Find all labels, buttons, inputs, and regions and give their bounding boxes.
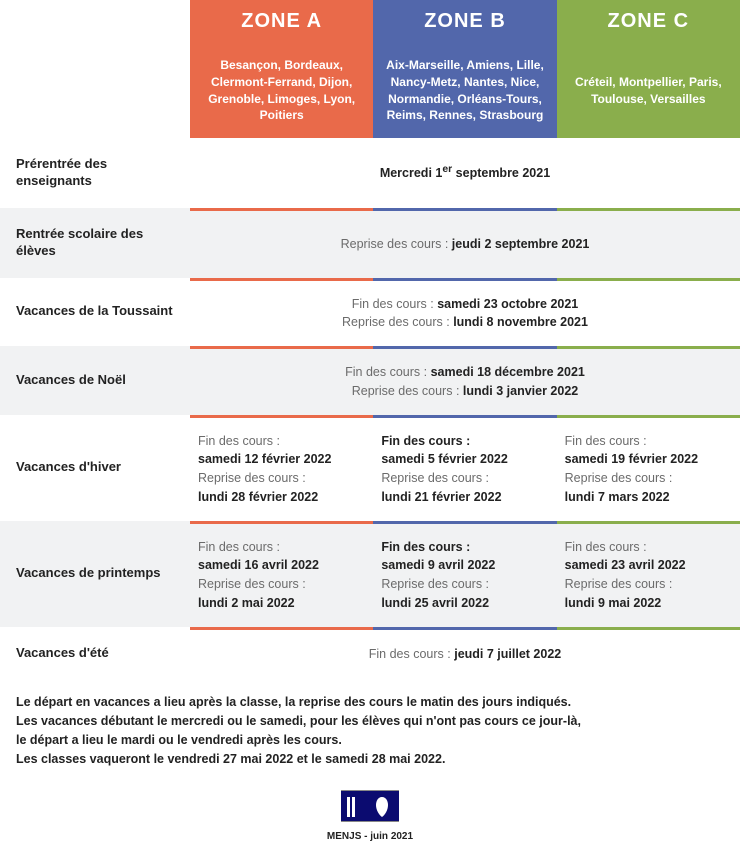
fin-label: Fin des cours : xyxy=(565,434,647,448)
hiver-c-fin: samedi 19 février 2022 xyxy=(565,450,732,469)
reprise-label: Reprise des cours : xyxy=(565,471,673,485)
row-hiver: Vacances d'hiver Fin des cours : samedi … xyxy=(0,415,740,521)
cell-ete: Fin des cours : jeudi 7 juillet 2022 xyxy=(190,627,740,680)
cell-noel: Fin des cours : samedi 18 décembre 2021 … xyxy=(190,346,740,415)
hiver-zone-a: Fin des cours : samedi 12 février 2022 R… xyxy=(190,415,373,521)
fin-label: Fin des cours : xyxy=(198,540,280,554)
zone-b-cities: Aix-Marseille, Amiens, Lille, Nancy-Metz… xyxy=(373,43,556,138)
fin-label: Fin des cours : xyxy=(198,434,280,448)
hiver-b-fin: samedi 5 février 2022 xyxy=(381,450,548,469)
row-ete: Vacances d'été Fin des cours : jeudi 7 j… xyxy=(0,627,740,680)
ete-date: jeudi 7 juillet 2022 xyxy=(454,647,561,661)
footer-text: MENJS - juin 2021 xyxy=(0,831,740,842)
footer: MENJS - juin 2021 xyxy=(0,778,740,856)
zone-c-title: ZONE C xyxy=(557,0,740,43)
reprise-label: Reprise des cours : xyxy=(198,471,306,485)
noel-fin: samedi 18 décembre 2021 xyxy=(431,365,585,379)
label-hiver: Vacances d'hiver xyxy=(0,415,190,521)
zone-b-title: ZONE B xyxy=(373,0,556,43)
gov-logo-icon xyxy=(341,790,399,822)
zone-a-title: ZONE A xyxy=(190,0,373,43)
label-noel: Vacances de Noël xyxy=(0,346,190,415)
row-printemps: Vacances de printemps Fin des cours : sa… xyxy=(0,521,740,627)
fin-label: Fin des cours : xyxy=(381,540,470,554)
printemps-b-fin: samedi 9 avril 2022 xyxy=(381,556,548,575)
cell-prerentree: Mercredi 1er septembre 2021 xyxy=(190,138,740,208)
hiver-zone-b: Fin des cours : samedi 5 février 2022 Re… xyxy=(373,415,556,521)
hiver-zone-c: Fin des cours : samedi 19 février 2022 R… xyxy=(557,415,740,521)
printemps-b-reprise: lundi 25 avril 2022 xyxy=(381,594,548,613)
label-prerentree: Prérentrée des enseignants xyxy=(0,138,190,208)
row-prerentree: Prérentrée des enseignants Mercredi 1er … xyxy=(0,138,740,208)
zone-c-header: ZONE C Créteil, Montpellier, Paris, Toul… xyxy=(557,0,740,138)
reprise-label: Reprise des cours : xyxy=(198,577,306,591)
reprise-label: Reprise des cours : xyxy=(381,577,489,591)
toussaint-fin: samedi 23 octobre 2021 xyxy=(437,297,578,311)
school-calendar: ZONE A Besançon, Bordeaux, Clermont-Ferr… xyxy=(0,0,740,679)
printemps-c-reprise: lundi 9 mai 2022 xyxy=(565,594,732,613)
prerentree-date: Mercredi 1er septembre 2021 xyxy=(198,162,732,183)
printemps-c-fin: samedi 23 avril 2022 xyxy=(565,556,732,575)
reprise-label: Reprise des cours : xyxy=(381,471,489,485)
footnotes: Le départ en vacances a lieu après la cl… xyxy=(0,679,740,778)
label-ete: Vacances d'été xyxy=(0,627,190,680)
zone-a-header: ZONE A Besançon, Bordeaux, Clermont-Ferr… xyxy=(190,0,373,138)
printemps-zone-c: Fin des cours : samedi 23 avril 2022 Rep… xyxy=(557,521,740,627)
hiver-c-reprise: lundi 7 mars 2022 xyxy=(565,488,732,507)
note-line-2: Les vacances débutant le mercredi ou le … xyxy=(16,712,724,731)
reprise-label: Reprise des cours : xyxy=(565,577,673,591)
cell-rentree: Reprise des cours : jeudi 2 septembre 20… xyxy=(190,208,740,278)
fin-label: Fin des cours : xyxy=(369,647,451,661)
zone-c-cities: Créteil, Montpellier, Paris, Toulouse, V… xyxy=(557,43,740,138)
label-printemps: Vacances de printemps xyxy=(0,521,190,627)
fin-label: Fin des cours : xyxy=(345,365,427,379)
fin-label: Fin des cours : xyxy=(352,297,434,311)
cell-toussaint: Fin des cours : samedi 23 octobre 2021 R… xyxy=(190,278,740,347)
row-noel: Vacances de Noël Fin des cours : samedi … xyxy=(0,346,740,415)
zone-b-header: ZONE B Aix-Marseille, Amiens, Lille, Nan… xyxy=(373,0,556,138)
hiver-a-reprise: lundi 28 février 2022 xyxy=(198,488,365,507)
reprise-label: Reprise des cours : xyxy=(342,315,450,329)
rentree-prefix: Reprise des cours : xyxy=(341,237,452,251)
reprise-label: Reprise des cours : xyxy=(352,384,460,398)
row-rentree: Rentrée scolaire des élèves Reprise des … xyxy=(0,208,740,278)
printemps-a-fin: samedi 16 avril 2022 xyxy=(198,556,365,575)
label-rentree: Rentrée scolaire des élèves xyxy=(0,208,190,278)
zone-a-cities: Besançon, Bordeaux, Clermont-Ferrand, Di… xyxy=(190,43,373,138)
row-toussaint: Vacances de la Toussaint Fin des cours :… xyxy=(0,278,740,347)
printemps-zone-b: Fin des cours : samedi 9 avril 2022 Repr… xyxy=(373,521,556,627)
rentree-date: jeudi 2 septembre 2021 xyxy=(452,237,590,251)
hiver-a-fin: samedi 12 février 2022 xyxy=(198,450,365,469)
printemps-a-reprise: lundi 2 mai 2022 xyxy=(198,594,365,613)
note-line-4: Les classes vaqueront le vendredi 27 mai… xyxy=(16,750,724,769)
hiver-b-reprise: lundi 21 février 2022 xyxy=(381,488,548,507)
zone-header: ZONE A Besançon, Bordeaux, Clermont-Ferr… xyxy=(0,0,740,138)
noel-reprise: lundi 3 janvier 2022 xyxy=(463,384,578,398)
fin-label: Fin des cours : xyxy=(565,540,647,554)
fin-label: Fin des cours : xyxy=(381,434,470,448)
toussaint-reprise: lundi 8 novembre 2021 xyxy=(453,315,588,329)
printemps-zone-a: Fin des cours : samedi 16 avril 2022 Rep… xyxy=(190,521,373,627)
note-line-3: le départ a lieu le mardi ou le vendredi… xyxy=(16,731,724,750)
label-toussaint: Vacances de la Toussaint xyxy=(0,278,190,347)
note-line-1: Le départ en vacances a lieu après la cl… xyxy=(16,693,724,712)
